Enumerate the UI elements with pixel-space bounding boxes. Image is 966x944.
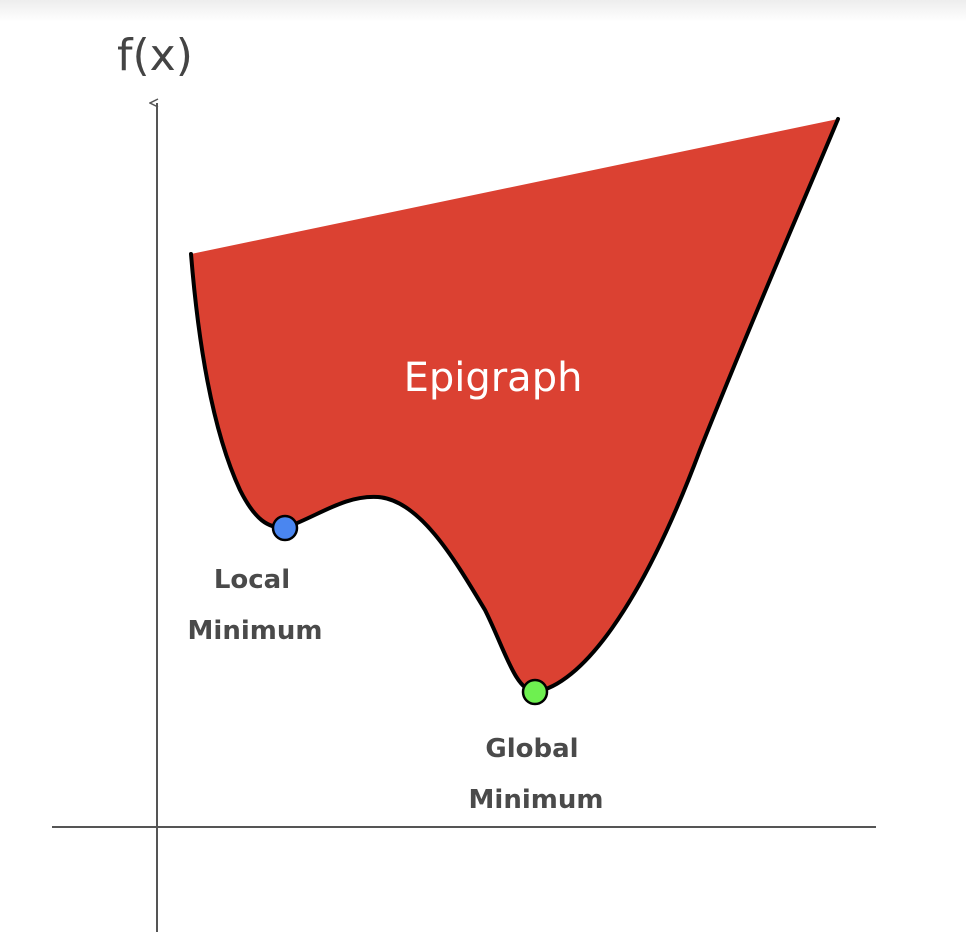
epigraph-region xyxy=(191,119,838,692)
local-minimum-point xyxy=(271,514,299,542)
top-band xyxy=(0,0,966,22)
local-minimum-label-line1: Local xyxy=(214,565,290,595)
function-curve xyxy=(189,117,840,695)
epigraph-label: Epigraph xyxy=(404,355,583,401)
global-minimum-label-line1: Global xyxy=(485,734,578,764)
global-minimum-label-line2: Minimum xyxy=(469,785,604,815)
y-axis-label: f(x) xyxy=(117,30,193,81)
global-minimum-point xyxy=(521,678,549,706)
local-minimum-label-line2: Minimum xyxy=(188,616,323,646)
